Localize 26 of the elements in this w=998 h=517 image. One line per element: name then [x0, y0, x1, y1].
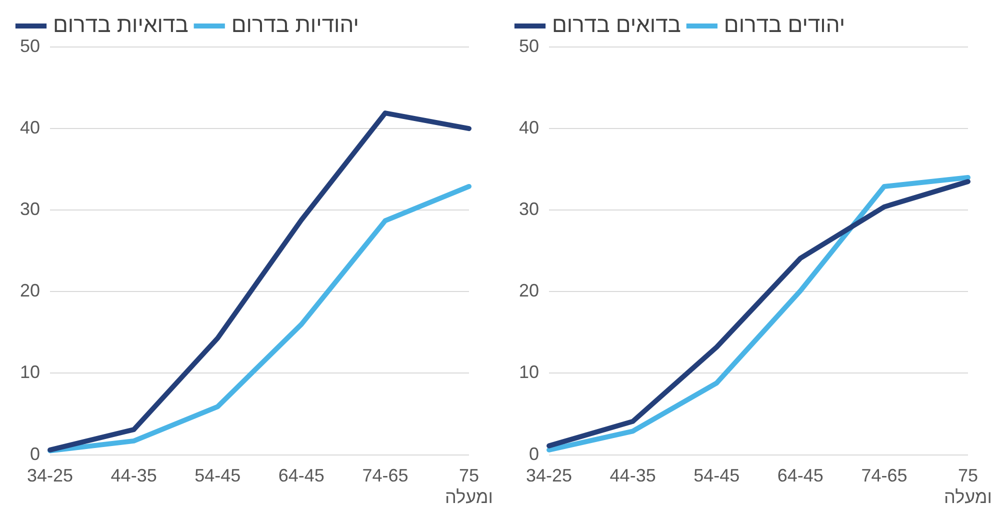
- legend-label: בדואיות בדרום: [53, 12, 188, 38]
- legend-label: בדואים בדרום: [552, 12, 681, 38]
- y-tick-label: 10: [20, 362, 40, 382]
- x-tick-label: 44-35: [110, 466, 157, 486]
- x-tick-label: 34-25: [27, 466, 74, 486]
- legend-label: יהודיות בדרום: [231, 12, 359, 38]
- y-tick-label: 30: [518, 199, 540, 220]
- x-tick-label: 64-45: [777, 466, 824, 486]
- y-tick-label: 40: [20, 118, 40, 138]
- x-tick-label: 54-45: [694, 466, 740, 486]
- x-tick-label: 44-35: [610, 466, 656, 486]
- y-tick-label: 0: [529, 444, 540, 464]
- x-tick-label: 74-65: [362, 466, 408, 486]
- x-tick-label: 54-45: [194, 466, 241, 486]
- y-tick-label: 0: [30, 444, 40, 464]
- y-tick-label: 40: [518, 118, 540, 138]
- x-tick-label: 34-25: [526, 466, 572, 486]
- y-tick-label: 10: [518, 362, 540, 382]
- y-tick-label: 20: [518, 280, 540, 301]
- y-tick-label: 30: [20, 199, 40, 220]
- x-tick-label: 74-65: [861, 466, 908, 486]
- y-tick-label: 50: [20, 36, 40, 56]
- y-tick-label: 20: [20, 280, 40, 301]
- legend-label: יהודים בדרום: [724, 12, 846, 38]
- y-tick-label: 50: [518, 36, 540, 56]
- x-tick-label: 64-45: [278, 466, 324, 486]
